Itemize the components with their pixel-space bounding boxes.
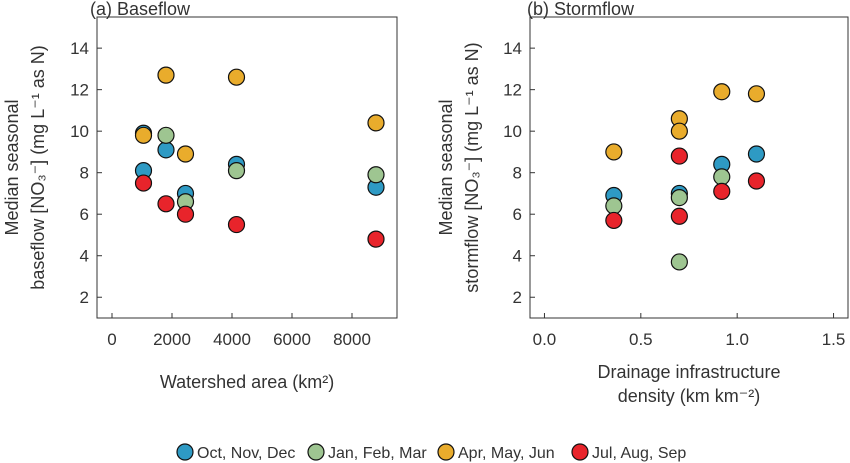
legend-label: Oct, Nov, Dec [197, 445, 295, 462]
data-point [367, 166, 385, 184]
y-tick-label: 12 [503, 81, 522, 100]
legend-marker [307, 443, 325, 461]
y-axis-title: baseflow [NO₃⁻] (mg L⁻¹ as N) [28, 45, 48, 289]
data-point [670, 207, 688, 225]
y-tick-label: 10 [70, 122, 89, 141]
legend-marker [571, 443, 589, 461]
x-tick-label: 1.5 [822, 330, 846, 349]
data-point [227, 162, 246, 180]
x-tick-label: 0.0 [533, 330, 557, 349]
x-tick-label: 0 [107, 330, 116, 349]
data-point [670, 189, 688, 207]
panel-title: (b) Stormflow [527, 0, 635, 19]
data-point [605, 143, 623, 161]
x-tick-label: 0.5 [629, 330, 653, 349]
y-tick-label: 2 [513, 288, 522, 307]
y-tick-label: 12 [70, 81, 89, 100]
data-point [157, 126, 175, 144]
x-tick-label: 4000 [213, 330, 251, 349]
data-point [713, 83, 731, 101]
plot-frame [529, 16, 849, 319]
y-axis-title: Median seasonal [436, 99, 456, 235]
legend: Oct, Nov, Dec Jan, Feb, Mar Apr, May, Jun J… [176, 443, 686, 462]
data-point [367, 230, 385, 248]
data-point [747, 172, 766, 190]
y-tick-label: 6 [80, 205, 89, 224]
legend-label: Apr, May, Jun [458, 445, 555, 462]
x-tick-label: 2000 [153, 330, 191, 349]
legend-label: Jan, Feb, Mar [328, 445, 427, 462]
data-point [157, 66, 175, 84]
x-axis-title: density (km km⁻²) [618, 386, 761, 406]
y-tick-label: 4 [80, 247, 89, 266]
data-point [670, 122, 688, 140]
panel-title: (a) Baseflow [90, 0, 191, 19]
y-tick-label: 8 [513, 164, 522, 183]
data-point [713, 182, 731, 200]
data-point [747, 85, 766, 103]
data-point [176, 145, 195, 163]
legend-marker [176, 443, 194, 461]
data-point [605, 211, 623, 230]
data-point [747, 145, 766, 163]
data-point [227, 68, 246, 86]
y-tick-label: 8 [80, 164, 89, 183]
y-tick-label: 6 [513, 205, 522, 224]
data-point [605, 197, 623, 215]
data-point [713, 168, 731, 186]
y-tick-label: 2 [80, 288, 89, 307]
data-point [227, 215, 246, 234]
y-axis-title: Median seasonal [2, 99, 22, 235]
x-tick-label: 8000 [333, 330, 371, 349]
data-point [134, 174, 153, 192]
legend-label: Jul, Aug, Sep [592, 445, 686, 462]
data-point [176, 205, 195, 223]
x-tick-label: 6000 [273, 330, 311, 349]
y-tick-label: 4 [513, 247, 522, 266]
data-point [157, 141, 175, 159]
y-axis-title: stormflow [NO₃⁻] (mg L⁻¹ as N) [462, 42, 482, 292]
panel-baseflow: (a) Baseflow 2 4 6 8 10 12 14 0 2000 4000 6000 8000 W… [2, 0, 398, 392]
data-point [670, 253, 688, 271]
y-tick-label: 14 [503, 39, 522, 58]
y-tick-label: 14 [70, 39, 89, 58]
legend-marker [437, 443, 455, 461]
plot-frame [96, 16, 398, 319]
data-point [157, 195, 175, 213]
x-axis-title: Watershed area (km²) [160, 372, 334, 392]
data-point [367, 114, 385, 132]
y-tick-label: 10 [503, 122, 522, 141]
data-point [134, 126, 153, 144]
data-point [670, 147, 688, 165]
x-axis-title: Drainage infrastructure [597, 362, 780, 382]
x-tick-label: 1.0 [725, 330, 749, 349]
panel-stormflow: (b) Stormflow 2 4 6 8 10 12 14 0.0 0.5 1.0 1.5 Drain… [436, 0, 849, 406]
